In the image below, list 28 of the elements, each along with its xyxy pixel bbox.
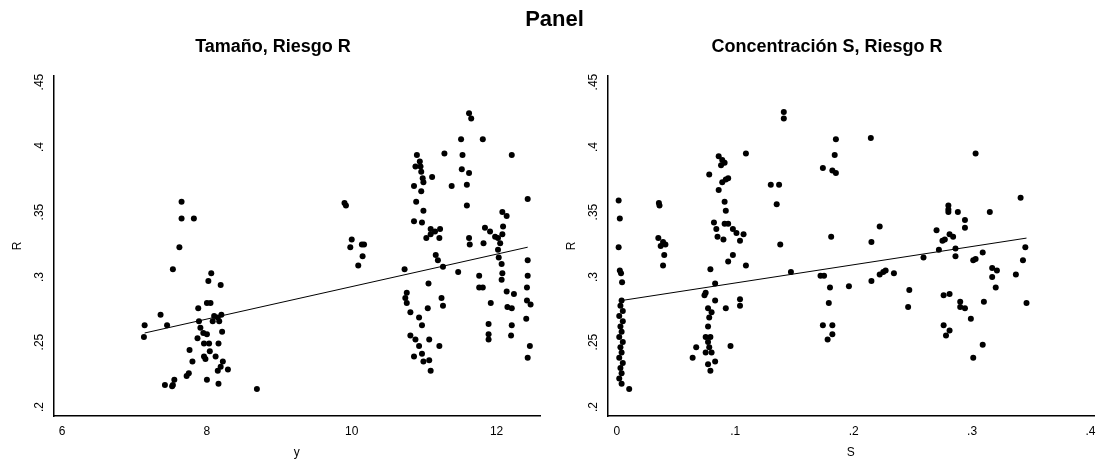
x-tick-label: .1 — [730, 423, 741, 438]
y-tick-label: .35 — [31, 203, 46, 221]
x-tick-label: 12 — [489, 423, 504, 438]
chart-title: Concentración S, Riesgo R — [711, 35, 943, 56]
y-tick-label: .45 — [31, 73, 46, 91]
x-tick-label: .4 — [1085, 423, 1096, 438]
x-tick-label: 8 — [203, 423, 211, 438]
x-axis-title: y — [293, 445, 300, 460]
y-tick-label: .4 — [31, 141, 46, 153]
chart-title: Tamaño, Riesgo R — [195, 35, 351, 56]
x-tick-label: .2 — [848, 423, 859, 438]
text: Panel — [524, 5, 585, 33]
x-tick-label: 0 — [613, 423, 621, 438]
y-tick-label: .3 — [585, 271, 600, 283]
y-axis-title: R — [9, 241, 24, 251]
y-axis-title: R — [563, 241, 578, 251]
y-tick-label: .2 — [585, 401, 600, 413]
y-tick-label: .35 — [585, 203, 600, 221]
x-tick-label: 6 — [58, 423, 66, 438]
x-tick-label: 10 — [345, 423, 359, 438]
y-tick-label: .25 — [31, 333, 46, 351]
x-tick-label: .3 — [967, 423, 978, 438]
x-axis-title: S — [846, 445, 855, 460]
y-tick-label: .45 — [585, 73, 600, 91]
y-tick-label: .3 — [31, 271, 46, 283]
y-tick-label: .4 — [585, 141, 600, 153]
y-tick-label: .25 — [585, 333, 600, 351]
y-tick-label: .2 — [31, 401, 46, 413]
